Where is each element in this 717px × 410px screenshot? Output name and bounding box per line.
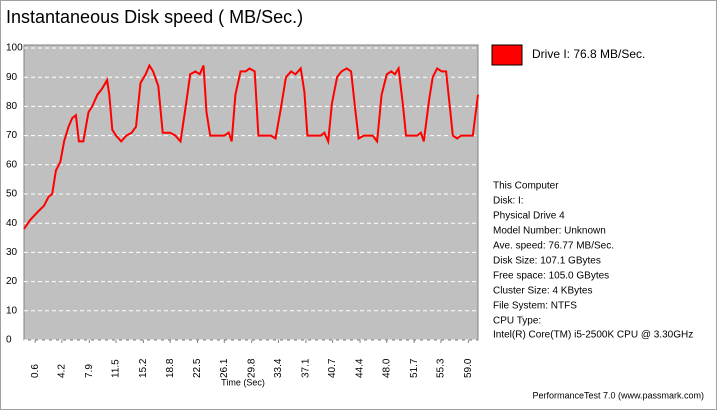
info-line: File System: NTFS [493, 301, 577, 312]
x-axis-label: Time (Sec) [221, 377, 265, 387]
footer: PerformanceTest 7.0 (www.passmark.com) [532, 390, 704, 400]
plot-area [23, 44, 479, 341]
y-tick-label: 100 [6, 43, 23, 54]
info-line: This Computer [493, 181, 559, 192]
x-tick-label: 37.1 [301, 358, 312, 378]
info-line: Cluster Size: 4 KBytes [493, 286, 592, 297]
info-line: Ave. speed: 76.77 MB/Sec. [493, 241, 614, 252]
x-tick-label: 7.9 [84, 364, 95, 378]
info-line: Free space: 105.0 GBytes [493, 271, 609, 282]
y-tick-label: 30 [6, 247, 18, 258]
x-tick-label: 48.0 [381, 358, 392, 378]
info-line: CPU Type: [493, 316, 541, 327]
x-tick-label: 22.5 [192, 358, 203, 378]
x-tick-label: 18.8 [165, 358, 176, 378]
legend-swatch [491, 44, 523, 66]
x-tick-label: 51.7 [409, 358, 420, 378]
legend-label: Drive I: 76.8 MB/Sec. [532, 47, 645, 61]
chart-title: Instantaneous Disk speed ( MB/Sec.) [6, 7, 303, 27]
y-tick-label: 0 [6, 335, 12, 346]
info-line: Intel(R) Core(TM) i5-2500K CPU @ 3.30GHz [493, 330, 693, 341]
x-tick-label: 15.2 [138, 358, 149, 378]
info-line: Physical Drive 4 [493, 211, 565, 222]
info-line: Model Number: Unknown [493, 226, 606, 237]
x-tick-label: 29.8 [246, 358, 257, 378]
x-tick-label: 33.4 [273, 358, 284, 378]
y-tick-label: 40 [6, 218, 18, 229]
y-tick-label: 70 [6, 130, 18, 141]
series-line [23, 63, 479, 230]
x-tick-label: 11.5 [111, 359, 122, 378]
y-tick-label: 80 [6, 101, 18, 112]
info-line: Disk: I: [493, 196, 524, 207]
x-tick-label: 26.1 [219, 358, 230, 378]
x-tick-label: 40.7 [327, 358, 338, 378]
x-tick-label: 44.4 [355, 358, 366, 378]
x-tick-label: 59.0 [463, 358, 474, 378]
x-tick-label: 55.3 [436, 358, 447, 378]
y-tick-label: 50 [6, 189, 18, 200]
y-tick-label: 90 [6, 72, 18, 83]
info-line: Disk Size: 107.1 GBytes [493, 256, 601, 267]
y-tick-label: 60 [6, 159, 18, 170]
x-tick-label: 0.6 [30, 364, 41, 378]
y-tick-label: 10 [6, 305, 18, 316]
y-tick-label: 20 [6, 276, 18, 287]
x-tick-label: 4.2 [56, 364, 67, 378]
